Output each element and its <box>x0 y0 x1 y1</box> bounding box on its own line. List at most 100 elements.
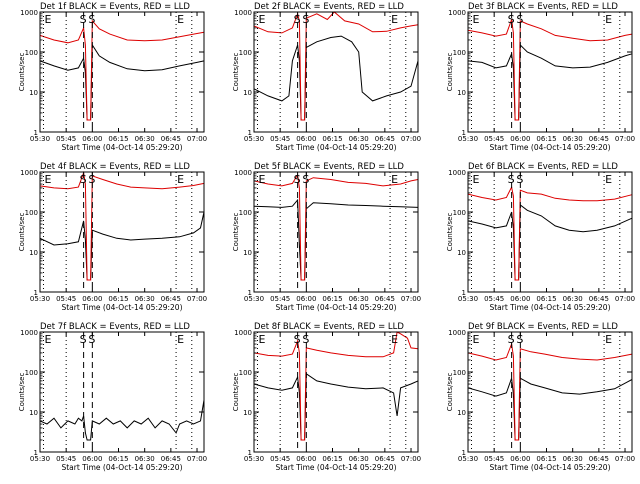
x-tick-label: 06:45 <box>161 295 181 303</box>
y-axis-label: Counts/sec <box>18 53 26 92</box>
x-tick-label: 06:00 <box>296 135 316 143</box>
lld-series-line <box>253 11 419 121</box>
marker-label: S <box>508 333 515 346</box>
x-tick-label: 06:45 <box>375 135 395 143</box>
marker-label: S <box>302 333 309 346</box>
y-tick-label: 100 <box>25 369 38 377</box>
y-tick-label: 10 <box>243 409 252 417</box>
x-tick-label: 06:15 <box>536 295 556 303</box>
marker-label: S <box>80 13 87 26</box>
x-tick-label: 06:15 <box>322 295 342 303</box>
x-tick-label: 05:45 <box>484 455 504 463</box>
y-tick-label: 10 <box>457 409 466 417</box>
y-axis-label: Counts/sec <box>232 53 240 92</box>
x-tick-label: 05:45 <box>56 135 76 143</box>
x-tick-label: 05:45 <box>270 135 290 143</box>
y-tick-label: 100 <box>453 49 466 57</box>
x-tick-label: 05:30 <box>30 455 50 463</box>
x-tick-label: 06:00 <box>82 295 102 303</box>
x-tick-label: 07:00 <box>401 455 421 463</box>
x-tick-label: 05:30 <box>244 295 264 303</box>
x-tick-label: 06:15 <box>108 455 128 463</box>
y-axis-label: Counts/sec <box>446 53 454 92</box>
panel-title: Det 4f BLACK = Events, RED = LLD <box>40 162 190 172</box>
y-tick-label: 1 <box>34 289 38 297</box>
lld-series-line <box>253 173 419 281</box>
y-tick-label: 10 <box>29 249 38 257</box>
marker-label: E <box>177 13 184 26</box>
marker-label: S <box>516 13 523 26</box>
y-tick-label: 10 <box>457 249 466 257</box>
x-tick-label: 06:45 <box>161 135 181 143</box>
marker-label: S <box>80 173 87 186</box>
marker-label: E <box>605 173 612 186</box>
marker-label: S <box>294 13 301 26</box>
x-tick-label: 07:00 <box>615 295 635 303</box>
y-tick-label: 100 <box>453 209 466 217</box>
marker-label: S <box>80 333 87 346</box>
panel-title: Det 1f BLACK = Events, RED = LLD <box>40 2 190 12</box>
y-tick-label: 1000 <box>448 329 466 337</box>
y-tick-label: 1000 <box>234 9 252 17</box>
y-tick-label: 10 <box>457 89 466 97</box>
marker-label: S <box>88 173 95 186</box>
x-tick-label: 06:15 <box>536 455 556 463</box>
y-axis-label: Counts/sec <box>232 373 240 412</box>
marker-label: S <box>88 333 95 346</box>
marker-label: S <box>302 13 309 26</box>
x-axis-label: Start Time (04-Oct-14 05:29:20) <box>489 303 610 312</box>
x-tick-label: 07:00 <box>615 135 635 143</box>
x-tick-label: 07:00 <box>187 135 207 143</box>
x-axis-label: Start Time (04-Oct-14 05:29:20) <box>61 303 182 312</box>
y-tick-label: 100 <box>453 369 466 377</box>
marker-label: E <box>391 13 398 26</box>
y-tick-label: 1 <box>248 449 252 457</box>
y-tick-label: 100 <box>25 209 38 217</box>
y-tick-label: 100 <box>239 209 252 217</box>
y-tick-label: 10 <box>29 409 38 417</box>
x-tick-label: 05:30 <box>30 135 50 143</box>
y-tick-label: 1 <box>462 129 466 137</box>
y-tick-label: 1 <box>34 129 38 137</box>
y-tick-label: 1000 <box>20 329 38 337</box>
y-tick-label: 10 <box>29 89 38 97</box>
y-tick-label: 1 <box>248 129 252 137</box>
lld-series-line <box>253 331 419 441</box>
marker-label: E <box>177 173 184 186</box>
plot-frame <box>39 11 205 133</box>
x-tick-label: 05:30 <box>244 135 264 143</box>
marker-label: S <box>508 13 515 26</box>
marker-label: E <box>258 13 265 26</box>
x-tick-label: 05:45 <box>270 295 290 303</box>
plot-frame <box>253 11 419 133</box>
x-tick-label: 06:15 <box>108 295 128 303</box>
marker-label: E <box>391 173 398 186</box>
y-axis-label: Counts/sec <box>446 373 454 412</box>
x-tick-label: 06:30 <box>135 295 155 303</box>
marker-label: S <box>516 333 523 346</box>
x-tick-label: 06:00 <box>510 295 530 303</box>
y-tick-label: 1000 <box>234 329 252 337</box>
x-tick-label: 07:00 <box>401 135 421 143</box>
x-tick-label: 06:30 <box>349 295 369 303</box>
marker-label: E <box>472 333 479 346</box>
x-tick-label: 06:15 <box>536 135 556 143</box>
plot-frame <box>467 171 633 293</box>
x-tick-label: 06:45 <box>589 295 609 303</box>
marker-label: E <box>605 333 612 346</box>
x-axis-label: Start Time (04-Oct-14 05:29:20) <box>275 463 396 472</box>
plot-frame <box>253 171 419 293</box>
x-tick-label: 05:30 <box>458 295 478 303</box>
marker-label: E <box>258 173 265 186</box>
x-tick-label: 06:45 <box>161 455 181 463</box>
marker-label: S <box>294 333 301 346</box>
x-tick-label: 06:45 <box>375 455 395 463</box>
